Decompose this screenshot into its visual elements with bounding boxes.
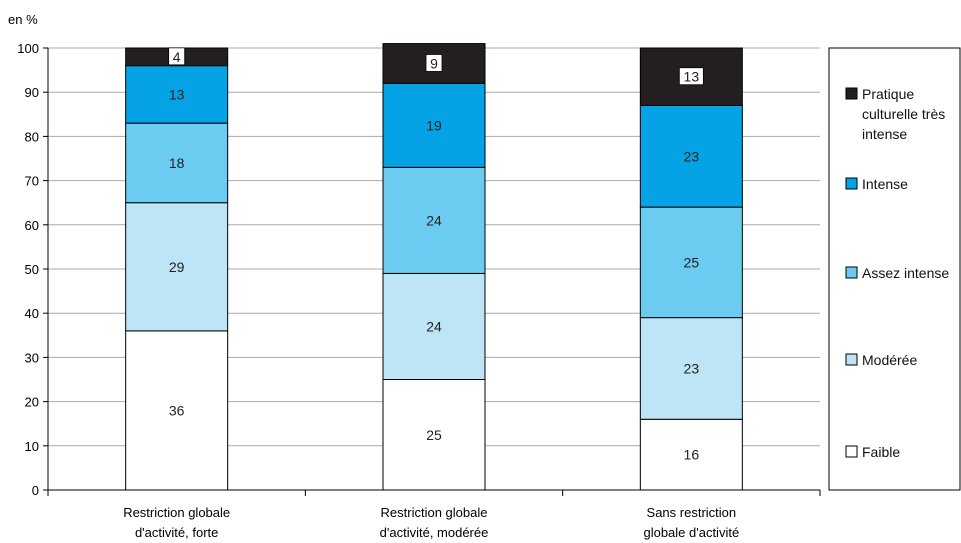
x-category-label: globale d'activité bbox=[643, 525, 739, 540]
legend: Pratique culturelle très intense Intense Ass… bbox=[828, 47, 961, 491]
legend-swatch bbox=[845, 445, 858, 458]
data-label: 25 bbox=[684, 254, 700, 270]
y-tick-label: 10 bbox=[25, 439, 39, 454]
legend-label: Assez intense bbox=[862, 265, 949, 281]
data-label: 36 bbox=[169, 402, 185, 418]
legend-label: Modérée bbox=[862, 352, 917, 368]
x-category-label: d'activité, forte bbox=[135, 525, 218, 540]
bar-segment bbox=[382, 166, 486, 274]
axes: 0 10 20 30 40 50 60 70 80 90 100 Restriction global… bbox=[17, 41, 821, 540]
bars bbox=[125, 43, 743, 491]
bar-segment bbox=[382, 82, 486, 168]
legend-swatch bbox=[845, 177, 858, 190]
bar-segment bbox=[639, 104, 743, 208]
data-label: 13 bbox=[684, 69, 700, 85]
data-label: 19 bbox=[426, 117, 442, 133]
data-label: 13 bbox=[169, 86, 185, 102]
data-label: 24 bbox=[426, 212, 442, 228]
bar-segment bbox=[125, 330, 229, 491]
legend-swatch bbox=[845, 266, 858, 279]
y-tick-label: 20 bbox=[25, 395, 39, 410]
bar-segment bbox=[125, 202, 229, 332]
bar-segment bbox=[125, 122, 229, 204]
data-label: 23 bbox=[684, 360, 700, 376]
data-label-box bbox=[425, 54, 443, 72]
y-tick-label: 30 bbox=[25, 350, 39, 365]
legend-label: Pratique bbox=[862, 86, 914, 102]
bar-segment bbox=[639, 418, 743, 491]
data-label-box bbox=[168, 47, 186, 66]
x-category-label: Sans restriction bbox=[647, 505, 737, 520]
data-label: 9 bbox=[430, 55, 438, 71]
data-label: 18 bbox=[169, 155, 185, 171]
data-label: 24 bbox=[426, 318, 442, 334]
y-tick-label: 60 bbox=[25, 218, 39, 233]
legend-label: Faible bbox=[862, 444, 900, 460]
y-tick-label: 50 bbox=[25, 262, 39, 277]
legend-label: Intense bbox=[862, 176, 908, 192]
y-unit-label: en % bbox=[8, 12, 38, 27]
legend-swatch bbox=[845, 87, 858, 100]
legend-swatch bbox=[845, 353, 858, 366]
data-labels: 36 29 18 13 4 25 24 24 19 9 16 23 25 23 13 bbox=[168, 47, 704, 463]
x-category-label: Restriction globale bbox=[123, 505, 230, 520]
y-tick-label: 100 bbox=[17, 41, 39, 56]
bar-segment bbox=[639, 317, 743, 420]
bar-segment bbox=[382, 272, 486, 381]
data-label: 4 bbox=[173, 49, 181, 65]
data-label: 16 bbox=[684, 447, 700, 463]
legend-label: culturelle très bbox=[862, 106, 945, 122]
legend-label: intense bbox=[862, 126, 907, 142]
data-label: 29 bbox=[169, 259, 185, 275]
y-tick-label: 90 bbox=[25, 85, 39, 100]
x-category-label: d'activité, modérée bbox=[380, 525, 489, 540]
bar-segment bbox=[639, 206, 743, 319]
bar-segment bbox=[382, 379, 486, 491]
y-tick-label: 40 bbox=[25, 306, 39, 321]
y-tick-label: 80 bbox=[25, 129, 39, 144]
bar-segment bbox=[125, 65, 229, 124]
y-tick-label: 0 bbox=[32, 483, 39, 498]
data-label: 25 bbox=[426, 427, 442, 443]
y-tick-label: 70 bbox=[25, 174, 39, 189]
data-label: 23 bbox=[684, 148, 700, 164]
data-label-box bbox=[678, 67, 704, 86]
x-category-label: Restriction globale bbox=[381, 505, 488, 520]
